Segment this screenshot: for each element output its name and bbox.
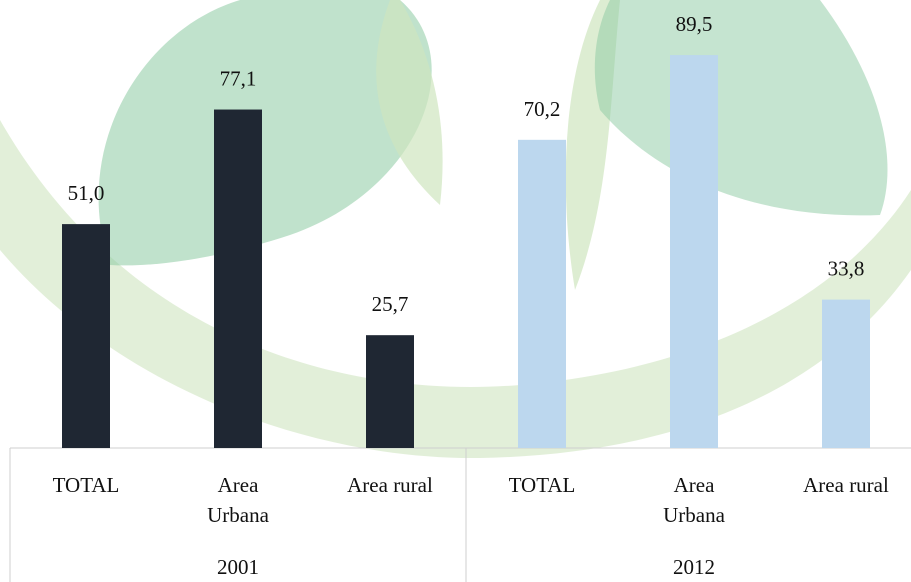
decor-leaf xyxy=(376,0,442,205)
bar xyxy=(214,110,262,448)
decoration xyxy=(0,0,911,458)
group-label: 2012 xyxy=(644,552,744,582)
x-tick-label: Area rural xyxy=(340,470,440,500)
bar xyxy=(670,55,718,448)
x-tick-label: Area Urbana xyxy=(188,470,288,530)
value-label: 51,0 xyxy=(68,181,105,205)
bar xyxy=(62,224,110,448)
axis-table xyxy=(10,448,911,582)
value-label: 70,2 xyxy=(524,97,561,121)
chart: 51,0 77,1 25,7 70,2 89,5 33,8 TOTAL Area Urban… xyxy=(0,0,911,582)
group-label: 2001 xyxy=(188,552,288,582)
bar xyxy=(518,140,566,448)
value-label: 77,1 xyxy=(220,67,257,91)
value-label: 89,5 xyxy=(676,12,713,36)
x-tick-label: Area rural xyxy=(796,470,896,500)
x-tick-label: TOTAL xyxy=(36,470,136,500)
x-tick-label: TOTAL xyxy=(492,470,592,500)
chart-canvas: 51,0 77,1 25,7 70,2 89,5 33,8 xyxy=(0,0,911,582)
x-tick-label: Area Urbana xyxy=(644,470,744,530)
value-label: 33,8 xyxy=(828,257,865,281)
bar xyxy=(366,335,414,448)
decor-leaf xyxy=(595,0,888,215)
bar xyxy=(822,300,870,448)
value-label: 25,7 xyxy=(372,292,409,316)
